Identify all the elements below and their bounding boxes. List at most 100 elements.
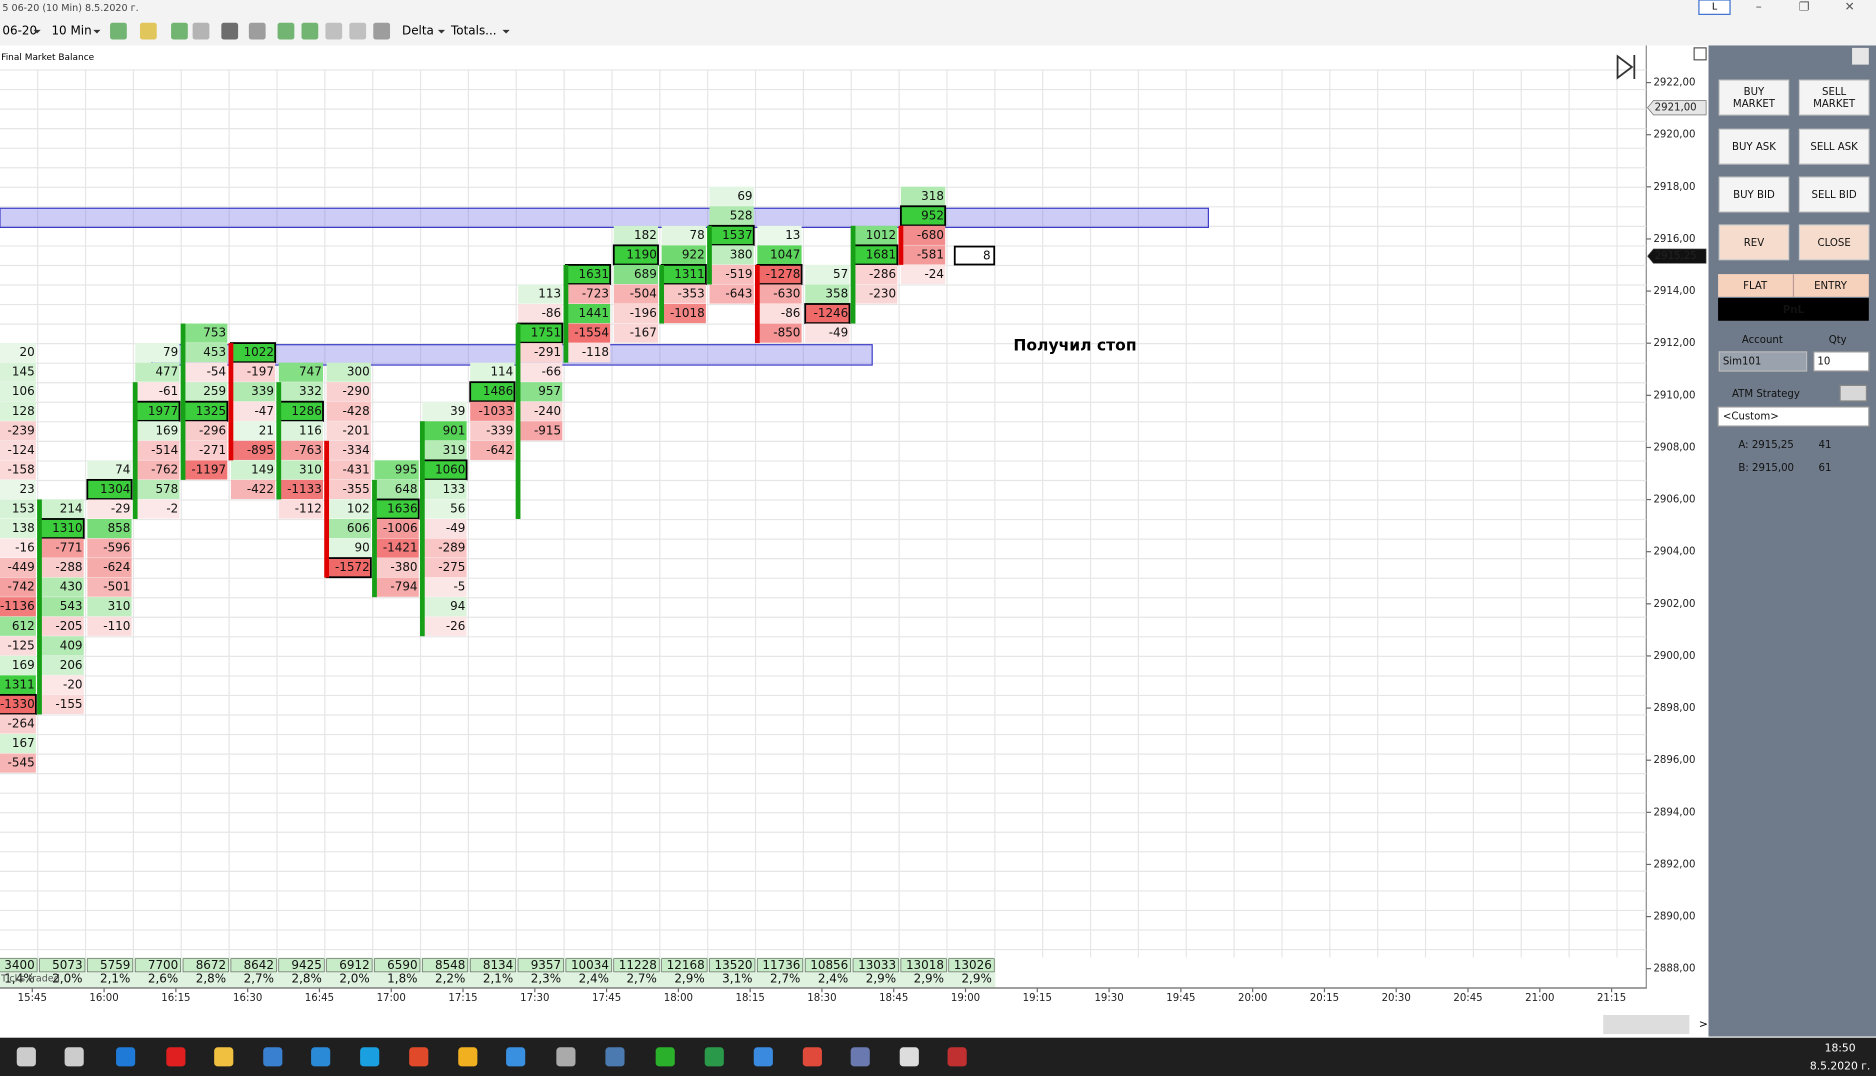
tool-icon[interactable]: [373, 22, 391, 40]
atm-btn[interactable]: [1839, 384, 1868, 402]
scroll-arrow[interactable]: >: [1699, 1018, 1708, 1031]
tool-icon[interactable]: [221, 22, 239, 40]
cell: [0, 655, 36, 675]
taskbar-icon[interactable]: [506, 1047, 526, 1067]
taskbar-icon[interactable]: [899, 1047, 919, 1067]
price-marker-label: 2921,00: [1655, 103, 1697, 114]
cell: [470, 440, 515, 460]
qty-box[interactable]: [1813, 351, 1870, 372]
order-button[interactable]: [1718, 224, 1790, 261]
taskbar-icon[interactable]: [409, 1047, 429, 1067]
taskbar-icon[interactable]: [458, 1047, 478, 1067]
order-button-label[interactable]: BUY ASK: [1732, 142, 1776, 153]
window-title: 5 06-20 (10 Min) 8.5.2020 г.: [2, 3, 138, 14]
cell-value: -339: [486, 423, 513, 437]
account[interactable]: Sim101: [1723, 356, 1762, 367]
cell: [135, 479, 180, 500]
dropdown-arrow: [33, 29, 41, 34]
flat[interactable]: FLAT: [1743, 281, 1768, 292]
order-button-label[interactable]: SELL ASK: [1810, 142, 1858, 153]
taskbar-icon[interactable]: [850, 1047, 870, 1067]
menu[interactable]: Delta: [402, 24, 434, 38]
goto-end[interactable]: [1616, 54, 1636, 80]
order-button[interactable]: [1798, 79, 1870, 116]
time-label: 18:00: [664, 993, 693, 1004]
taskbar-icon[interactable]: [311, 1047, 331, 1067]
taskbar-icon[interactable]: [556, 1047, 576, 1067]
tool-icon[interactable]: [139, 22, 157, 40]
taskbar-icon[interactable]: [116, 1047, 136, 1067]
order-button-label[interactable]: SELL MARKET: [1813, 87, 1856, 110]
qty[interactable]: 10: [1817, 356, 1830, 367]
order-button[interactable]: [1798, 224, 1870, 261]
cell: [230, 421, 276, 441]
cell: [709, 264, 754, 285]
cell-value: 689: [634, 267, 657, 281]
cell: [518, 303, 563, 324]
order-button-label[interactable]: BUY BID: [1733, 190, 1775, 201]
order-button-label[interactable]: CLOSE: [1818, 238, 1851, 249]
axis-toggle[interactable]: [1693, 47, 1707, 61]
cell-value: 477: [155, 365, 178, 379]
cell-value: -155: [55, 697, 82, 711]
tool-icon[interactable]: [192, 22, 210, 40]
time-label: 19:30: [1094, 993, 1123, 1004]
tool-icon[interactable]: [248, 22, 266, 40]
order-button[interactable]: [1798, 176, 1870, 213]
taskbar-icon[interactable]: [360, 1047, 380, 1067]
close[interactable]: ✕: [1845, 0, 1855, 14]
cell-value: 409: [60, 638, 83, 652]
cell-value: 20: [19, 345, 34, 359]
tool-icon[interactable]: [171, 22, 188, 40]
taskbar-icon[interactable]: [802, 1047, 822, 1067]
tool-icon[interactable]: [349, 22, 367, 40]
taskbar-icon[interactable]: [263, 1047, 283, 1067]
tool-icon[interactable]: [325, 22, 343, 40]
panel-top[interactable]: [1852, 47, 1869, 65]
taskbar-icon[interactable]: [753, 1047, 773, 1067]
order-button-label[interactable]: BUY MARKET: [1733, 87, 1776, 110]
cell-value: -643: [725, 287, 752, 301]
cell: [0, 440, 36, 460]
minimize[interactable]: –: [1756, 0, 1762, 14]
percent-value: 2,8%: [291, 972, 321, 986]
order-button-label[interactable]: SELL BID: [1812, 190, 1857, 201]
cell: [661, 225, 706, 245]
atm-box[interactable]: [1717, 406, 1870, 427]
cell: [135, 421, 180, 441]
atm[interactable]: <Custom>: [1723, 412, 1779, 423]
order-button-label[interactable]: REV: [1744, 238, 1764, 249]
cell: [900, 245, 946, 265]
taskbar-icon[interactable]: [16, 1047, 36, 1067]
restore[interactable]: ❐: [1799, 0, 1810, 14]
menu[interactable]: Totals...: [450, 24, 497, 38]
interval[interactable]: 10 Min: [51, 24, 91, 38]
taskbar-icon[interactable]: [605, 1047, 625, 1067]
badge[interactable]: L: [1712, 2, 1718, 13]
entry[interactable]: ENTRY: [1814, 281, 1848, 292]
tool-icon[interactable]: [277, 22, 295, 40]
cell: [661, 245, 706, 265]
order-button[interactable]: [1718, 128, 1790, 165]
order-button[interactable]: [1718, 176, 1790, 213]
cell-value: -158: [8, 462, 35, 476]
order-button[interactable]: [1718, 79, 1790, 116]
cell: [0, 362, 36, 382]
cell: [853, 284, 898, 304]
instrument[interactable]: 06-20: [2, 24, 37, 38]
account-box[interactable]: [1718, 351, 1808, 372]
order-button[interactable]: [1798, 128, 1870, 165]
taskbar-icon[interactable]: [704, 1047, 724, 1067]
taskbar-icon[interactable]: [655, 1047, 675, 1067]
cell: [757, 225, 802, 245]
tool-icon[interactable]: [301, 22, 319, 40]
taskbar-icon[interactable]: [214, 1047, 234, 1067]
taskbar-icon[interactable]: [166, 1047, 186, 1067]
taskbar-icon[interactable]: [64, 1047, 84, 1067]
annotation: Получил стоп: [1013, 336, 1136, 354]
tool-icon[interactable]: [110, 22, 127, 40]
taskbar-icon[interactable]: [947, 1047, 967, 1067]
total-value: 10034: [571, 958, 609, 972]
cell-value: 1190: [626, 247, 656, 261]
